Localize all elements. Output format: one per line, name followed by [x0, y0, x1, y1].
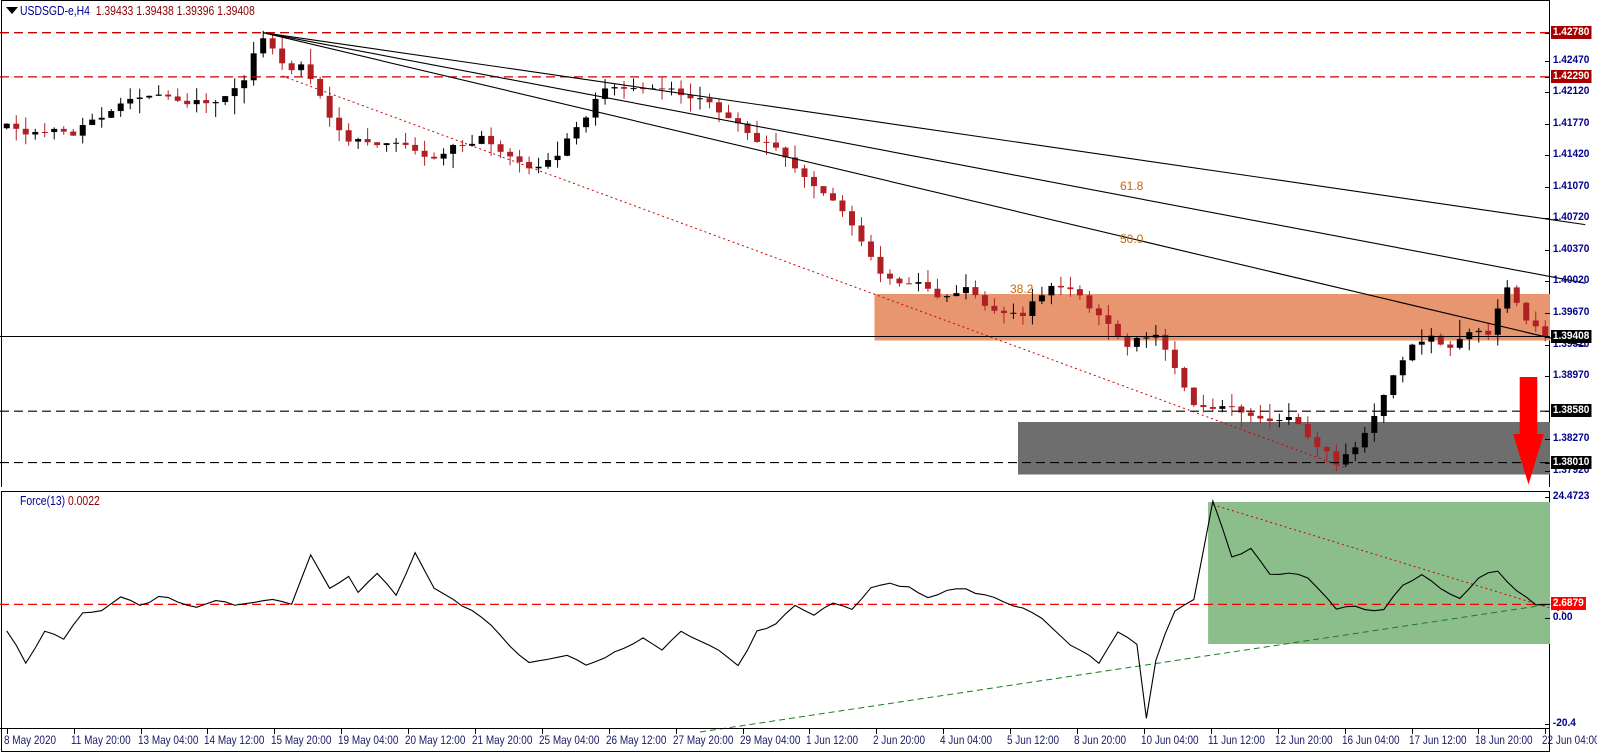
svg-text:50.0: 50.0	[1120, 232, 1144, 246]
svg-text:38.2: 38.2	[1010, 282, 1034, 296]
svg-text:61.8: 61.8	[1120, 179, 1144, 193]
